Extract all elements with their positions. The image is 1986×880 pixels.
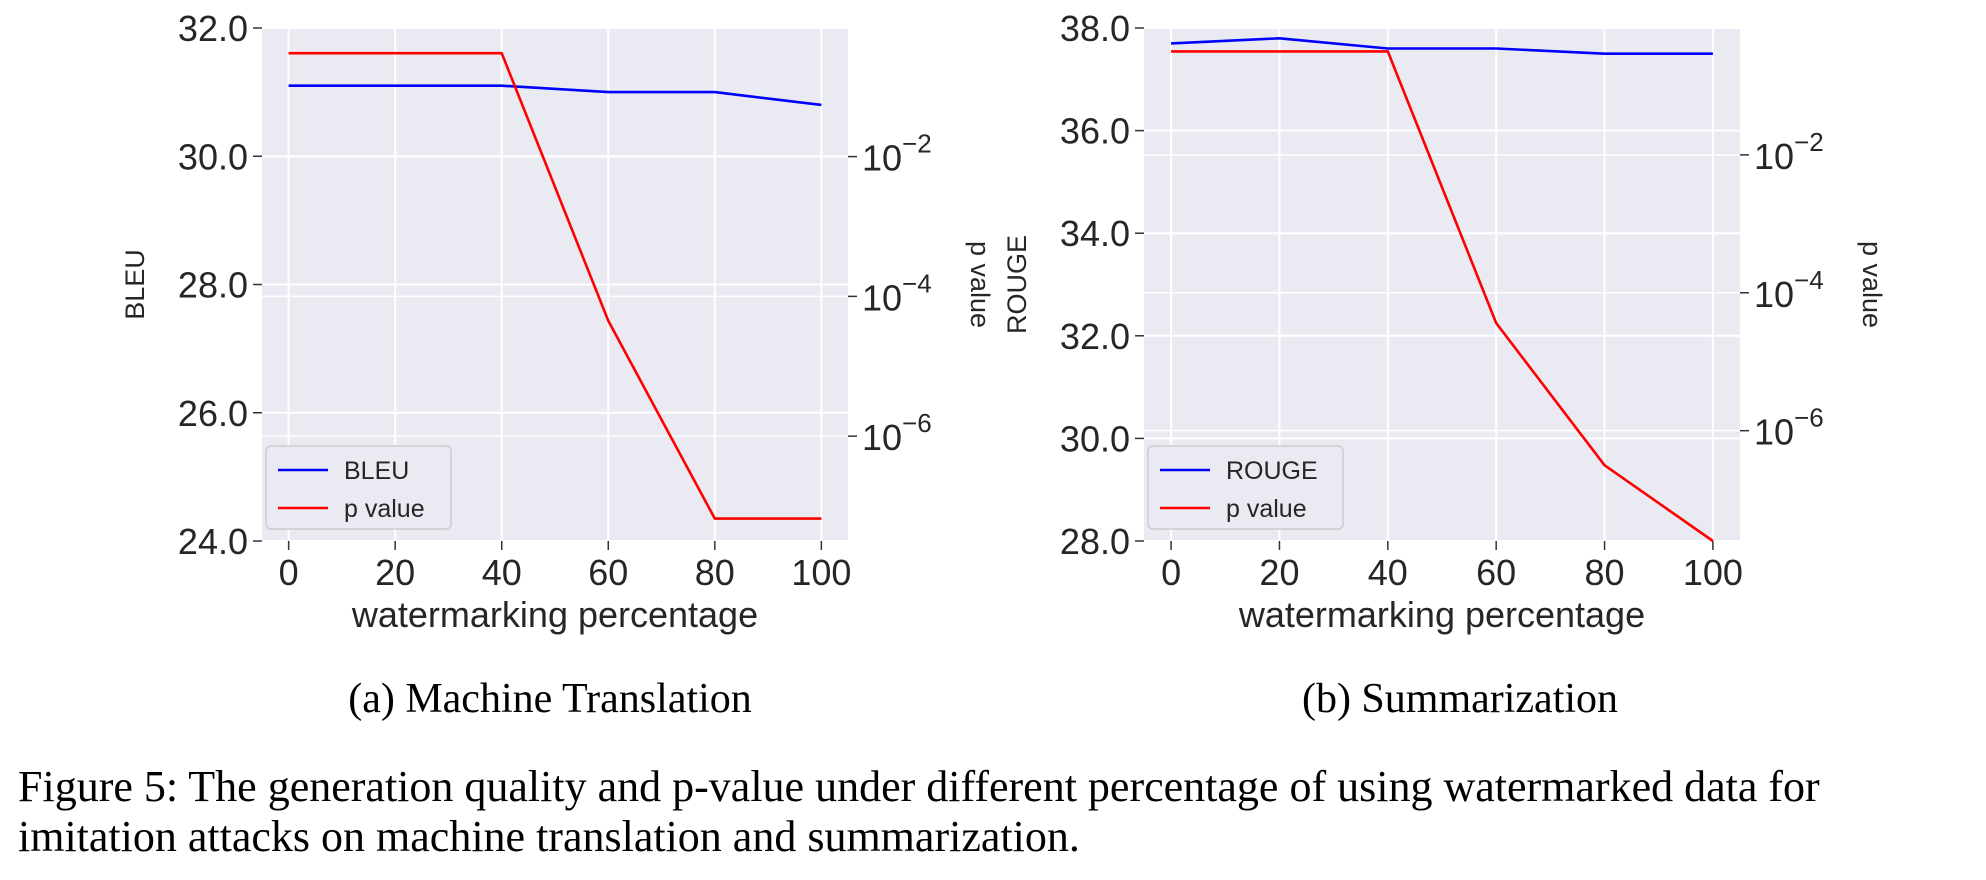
x-tick-label: 0 xyxy=(1161,552,1181,593)
series-line-p-value xyxy=(1171,50,1714,543)
series-line-rouge xyxy=(1171,36,1713,56)
x-tick-label: 60 xyxy=(588,552,628,593)
y-tick-label: 32.0 xyxy=(1060,316,1130,357)
y2-tick-label: 10−4 xyxy=(1754,265,1824,315)
y2-tick-label: 10−6 xyxy=(1754,403,1824,453)
legend-label: p value xyxy=(1226,495,1307,523)
series-line-bleu xyxy=(288,84,822,107)
y2-axis-label: p value xyxy=(965,241,995,328)
y-tick-label: 38.0 xyxy=(1060,8,1130,49)
subplot-a-caption: (a) Machine Translation xyxy=(348,676,752,722)
y-tick-label: 34.0 xyxy=(1060,213,1130,254)
series-line-p-value xyxy=(288,51,822,520)
y2-tick-label: 10−4 xyxy=(862,268,932,318)
legend-label: ROUGE xyxy=(1226,457,1318,485)
x-tick-label: 100 xyxy=(1683,552,1743,593)
y-tick-label: 28.0 xyxy=(178,265,248,306)
x-tick-label: 20 xyxy=(375,552,415,593)
y-tick-label: 30.0 xyxy=(1060,418,1130,459)
subplot-a: 24.0 26.0 28.0 30.0 32.0 0 20 40 60 80 100 10−2 10−4… xyxy=(120,8,995,635)
x-tick-label: 40 xyxy=(482,552,522,593)
x-tick-label: 40 xyxy=(1368,552,1408,593)
y-tick-label: 36.0 xyxy=(1060,111,1130,152)
x-axis-label: watermarking percentage xyxy=(351,594,758,635)
y2-tick-label: 10−6 xyxy=(862,408,932,458)
y-axis-label: BLEU xyxy=(120,249,150,320)
y-tick-label: 28.0 xyxy=(1060,521,1130,562)
x-tick-label: 60 xyxy=(1476,552,1516,593)
x-tick-label: 20 xyxy=(1259,552,1299,593)
x-axis-label: watermarking percentage xyxy=(1238,594,1645,635)
y-tick-label: 26.0 xyxy=(178,393,248,434)
y-tick-label: 32.0 xyxy=(178,8,248,49)
subplot-b-caption: (b) Summarization xyxy=(1301,676,1619,722)
y-axis-label: ROUGE xyxy=(1002,235,1032,334)
legend-label: BLEU xyxy=(344,457,409,485)
y2-tick-label: 10−2 xyxy=(1754,127,1824,177)
x-tick-label: 0 xyxy=(279,552,299,593)
subplot-b: 28.0 30.0 32.0 34.0 36.0 38.0 0 20 40 60 80 100 10−2… xyxy=(1002,8,1887,635)
x-tick-label: 80 xyxy=(1585,552,1625,593)
legend-label: p value xyxy=(344,495,425,523)
x-tick-label: 100 xyxy=(791,552,851,593)
y2-tick-label: 10−2 xyxy=(862,129,932,179)
y-tick-label: 30.0 xyxy=(178,136,248,177)
y2-axis-label: p value xyxy=(1857,241,1887,328)
figure-caption: Figure 5: The generation quality and p-v… xyxy=(18,762,1820,861)
x-tick-label: 80 xyxy=(695,552,735,593)
y-tick-label: 24.0 xyxy=(178,521,248,562)
